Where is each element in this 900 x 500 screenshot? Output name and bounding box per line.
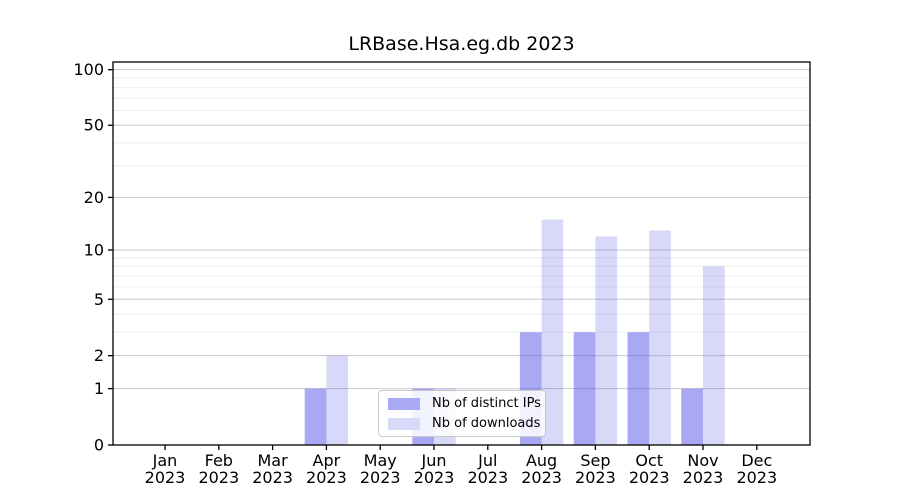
bar-nb-of-downloads-nov [703, 266, 725, 445]
x-tick-label-mar: Mar 2023 [252, 451, 293, 487]
x-tick-label-oct: Oct 2023 [629, 451, 670, 487]
y-tick-label-5: 5 [94, 290, 104, 309]
bar-nb-of-distinct-ips-nov [681, 388, 703, 445]
chart-legend: Nb of distinct IPs Nb of downloads [378, 390, 546, 437]
bar-nb-of-downloads-aug [541, 219, 564, 445]
plot-border [112, 61, 811, 446]
legend-label-downloads: Nb of downloads [432, 416, 541, 431]
x-tick-label-jun: Jun 2023 [414, 451, 455, 487]
legend-swatch-distinct-ips-icon [388, 397, 420, 410]
bar-nb-of-distinct-ips-sep [573, 332, 596, 445]
x-tick-label-apr: Apr 2023 [306, 451, 347, 487]
chart-title: LRBase.Hsa.eg.db 2023 [348, 33, 575, 55]
bar-nb-of-downloads-sep [595, 236, 618, 445]
x-tick-label-sep: Sep 2023 [575, 451, 616, 487]
x-tick-label-jul: Jul 2023 [467, 451, 508, 487]
y-tick-label-50: 50 [84, 116, 104, 135]
x-tick-label-nov: Nov 2023 [683, 451, 724, 487]
x-tick-label-jan: Jan 2023 [145, 451, 186, 487]
bar-nb-of-downloads-apr [326, 355, 349, 445]
legend-item-distinct-ips: Nb of distinct IPs [388, 396, 545, 411]
x-tick-label-may: May 2023 [360, 451, 401, 487]
x-tick-label-feb: Feb 2023 [198, 451, 239, 487]
y-tick-label-20: 20 [84, 188, 104, 207]
bar-nb-of-downloads-oct [649, 230, 671, 445]
bar-nb-of-distinct-ips-oct [627, 332, 650, 445]
bar-nb-of-distinct-ips-apr [304, 388, 327, 445]
y-tick-label-2: 2 [94, 346, 104, 365]
y-tick-label-100: 100 [73, 60, 104, 79]
y-tick-label-1: 1 [94, 379, 104, 398]
y-tick-label-10: 10 [84, 240, 104, 259]
legend-swatch-downloads-icon [388, 417, 420, 430]
x-tick-label-dec: Dec 2023 [736, 451, 777, 487]
x-tick-label-aug: Aug 2023 [521, 451, 562, 487]
legend-label-distinct-ips: Nb of distinct IPs [432, 396, 541, 411]
legend-item-downloads: Nb of downloads [388, 416, 545, 431]
y-tick-label-0: 0 [94, 436, 104, 455]
